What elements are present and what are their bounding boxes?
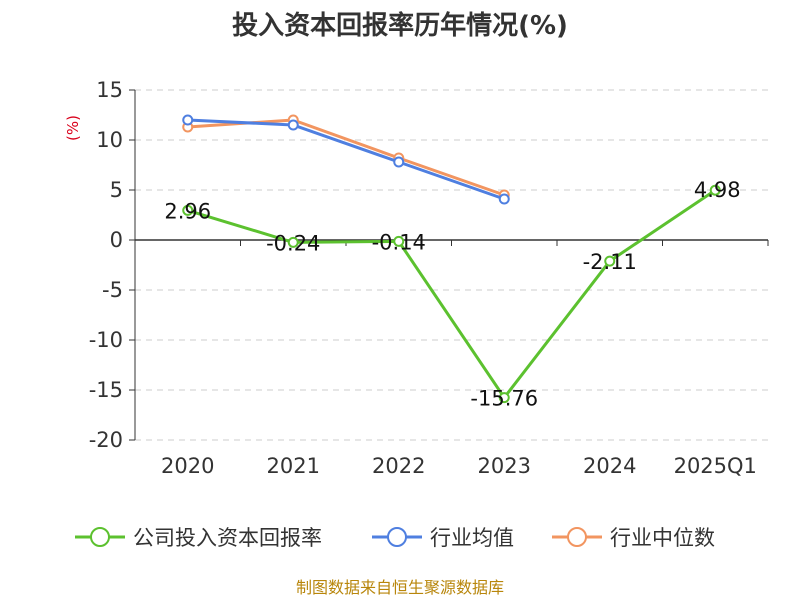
data-label: -2.11 — [583, 250, 637, 274]
x-tick-label: 2020 — [161, 454, 214, 478]
data-point — [182, 114, 194, 126]
series-line — [187, 188, 717, 400]
y-tick-label: -5 — [102, 278, 123, 302]
chart-title: 投入资本回报率历年情况(%) — [232, 10, 568, 41]
y-tick-label: -10 — [89, 328, 123, 352]
data-label: -0.24 — [266, 231, 320, 255]
y-tick-label: -15 — [89, 378, 123, 402]
data-point — [498, 193, 510, 205]
x-tick-label: 2022 — [372, 454, 425, 478]
y-tick-label: 0 — [110, 228, 123, 252]
x-tick-label: 2025Q1 — [674, 454, 757, 478]
data-label: 2.96 — [164, 199, 211, 223]
x-tick-label: 2023 — [478, 454, 531, 478]
legend: 公司投入资本回报率 行业均值 行业中位数 — [75, 526, 715, 550]
data-labels: 2.96 -0.24 -0.14 -15.76 -2.11 4.98 — [164, 178, 740, 410]
legend-marker — [90, 527, 110, 547]
y-tick-label: 5 — [110, 178, 123, 202]
x-tick-label: 2021 — [267, 454, 320, 478]
data-point — [393, 156, 405, 168]
data-label: 4.98 — [694, 178, 741, 202]
legend-label: 公司投入资本回报率 — [133, 526, 322, 550]
data-point — [604, 255, 616, 267]
y-tick-label: -20 — [89, 428, 123, 452]
axes — [129, 89, 769, 441]
legend-marker — [567, 527, 587, 547]
x-tick-label: 2024 — [583, 454, 636, 478]
legend-label: 行业中位数 — [610, 526, 715, 550]
legend-marker — [387, 527, 407, 547]
data-point — [393, 235, 405, 247]
series-line — [187, 118, 505, 201]
data-point — [182, 204, 194, 216]
x-tick-labels: 2020 2021 2022 2023 2024 2025Q1 — [161, 454, 757, 478]
data-label: -15.76 — [470, 387, 538, 411]
y-tick-labels: 15 10 5 0 -5 -10 -15 -20 — [89, 78, 123, 452]
data-point — [287, 236, 299, 248]
source-note: 制图数据来自恒生聚源数据库 — [296, 578, 504, 597]
legend-label: 行业均值 — [430, 526, 514, 550]
grid-lines — [135, 89, 768, 441]
data-point — [498, 392, 510, 404]
data-label: -0.14 — [372, 230, 426, 254]
series-lines — [182, 114, 721, 404]
y-tick-label: 10 — [96, 128, 123, 152]
data-point — [287, 119, 299, 131]
y-axis-unit-label: (%) — [64, 115, 82, 141]
y-tick-label: 15 — [96, 78, 123, 102]
data-point — [709, 184, 721, 196]
